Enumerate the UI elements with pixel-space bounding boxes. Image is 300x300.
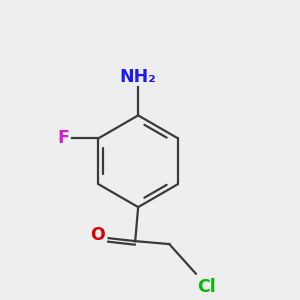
Text: Cl: Cl	[197, 278, 216, 296]
Text: NH₂: NH₂	[120, 68, 157, 86]
Text: O: O	[90, 226, 105, 244]
Text: F: F	[57, 129, 69, 147]
